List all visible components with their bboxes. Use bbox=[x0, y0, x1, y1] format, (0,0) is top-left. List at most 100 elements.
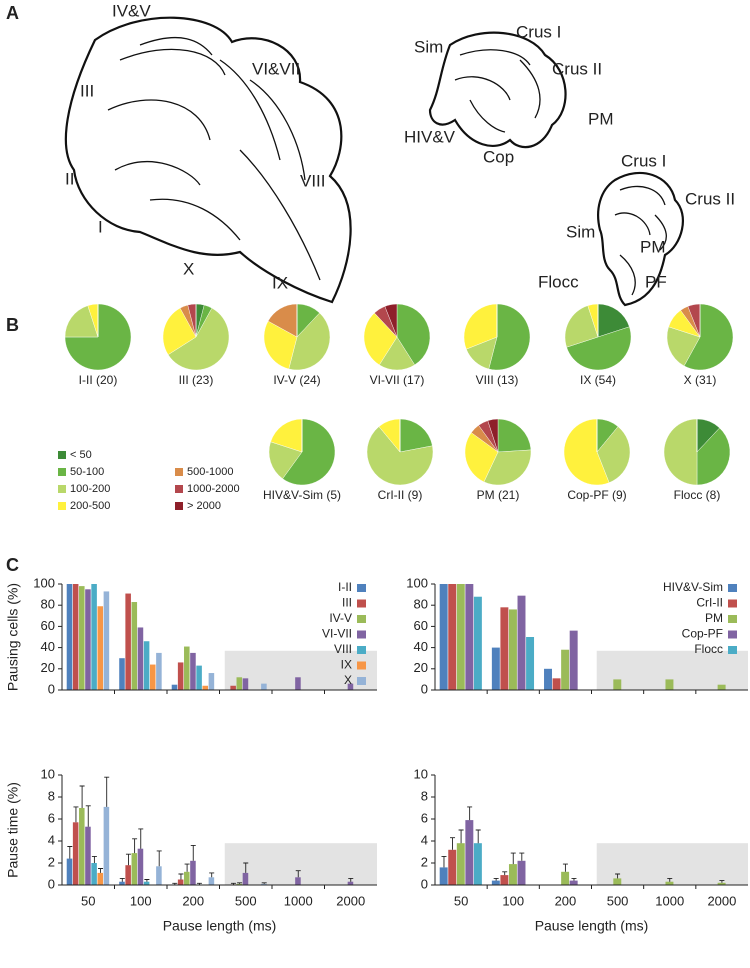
bar bbox=[184, 871, 190, 885]
bar bbox=[544, 668, 552, 690]
error-bar bbox=[510, 852, 516, 865]
legend-label: 100-200 bbox=[70, 483, 110, 495]
bar bbox=[125, 593, 131, 690]
legend-swatch bbox=[175, 468, 183, 476]
bar bbox=[156, 652, 162, 690]
pie-slice bbox=[399, 418, 433, 453]
legend-swatch bbox=[728, 584, 737, 592]
bar bbox=[491, 880, 500, 885]
region-label: Sim bbox=[566, 222, 595, 241]
pie-slice bbox=[483, 449, 532, 486]
bar bbox=[171, 684, 178, 690]
error-bar bbox=[243, 862, 249, 873]
legend-swatch bbox=[58, 485, 66, 493]
region-label: PF bbox=[645, 272, 667, 291]
bar bbox=[473, 843, 482, 885]
error-bar bbox=[502, 871, 508, 876]
region-label: IX bbox=[272, 273, 288, 292]
hemisphere-fold bbox=[614, 185, 667, 296]
error-bar bbox=[125, 853, 131, 866]
bar bbox=[295, 677, 301, 690]
y-tick-label: 2 bbox=[421, 854, 428, 869]
x-tick-label: 1000 bbox=[284, 893, 313, 908]
x-tick-label: 200 bbox=[555, 893, 577, 908]
bar bbox=[236, 883, 243, 885]
bar bbox=[156, 866, 162, 885]
hemisphere-fold bbox=[454, 49, 541, 133]
legend-label: X bbox=[344, 673, 352, 687]
bar bbox=[131, 602, 138, 690]
y-tick-label: 4 bbox=[421, 832, 428, 847]
bar bbox=[208, 673, 215, 690]
bar bbox=[456, 843, 465, 885]
region-label: HIV&V bbox=[404, 127, 456, 146]
x-tick-label: 100 bbox=[502, 893, 524, 908]
legend-label: PM bbox=[705, 611, 723, 625]
bar bbox=[569, 630, 578, 690]
pie-slice bbox=[596, 426, 631, 483]
bar bbox=[491, 647, 500, 690]
bar bbox=[72, 822, 79, 885]
pie-title: III (23) bbox=[179, 373, 214, 387]
error-bar bbox=[295, 870, 301, 878]
cerebellum-diagrams bbox=[64, 16, 684, 307]
legend-label: Cop-PF bbox=[682, 627, 723, 641]
y-tick-label: 60 bbox=[414, 618, 428, 633]
y-tick-label: 6 bbox=[421, 810, 428, 825]
bar bbox=[613, 878, 622, 885]
pie-title: VIII (13) bbox=[476, 373, 519, 387]
error-bar bbox=[667, 877, 673, 882]
region-label: III bbox=[80, 81, 94, 100]
bar bbox=[103, 591, 110, 690]
error-bar bbox=[156, 850, 162, 867]
y-tick-label: 4 bbox=[48, 832, 55, 847]
legend-label: 50-100 bbox=[70, 466, 104, 478]
bar bbox=[196, 665, 202, 690]
legend-label: IV-V bbox=[329, 611, 352, 625]
y-tick-label: 20 bbox=[414, 660, 428, 675]
region-label: Crus II bbox=[685, 189, 735, 208]
region-label: Sim bbox=[414, 37, 443, 56]
legend-swatch bbox=[175, 485, 183, 493]
bar bbox=[561, 649, 570, 690]
bar bbox=[242, 872, 249, 885]
bar bbox=[526, 637, 535, 690]
bar bbox=[190, 652, 196, 690]
region-label: IV&V bbox=[112, 1, 151, 20]
y-tick-label: 0 bbox=[421, 681, 428, 696]
bar bbox=[439, 867, 448, 885]
error-bar bbox=[132, 838, 138, 854]
legend-swatch bbox=[728, 599, 737, 608]
bar bbox=[439, 584, 448, 690]
y-axis-title: Pause time (%) bbox=[5, 782, 21, 878]
pie-title: VI-VII (17) bbox=[370, 373, 425, 387]
legend-label: < 50 bbox=[70, 449, 92, 461]
bar bbox=[717, 684, 726, 690]
error-bar bbox=[190, 844, 196, 861]
x-tick-label: 500 bbox=[607, 893, 629, 908]
y-tick-label: 40 bbox=[414, 639, 428, 654]
bar bbox=[72, 584, 79, 690]
x-tick-label: 100 bbox=[130, 893, 152, 908]
legend-label: 500-1000 bbox=[187, 466, 234, 478]
bar bbox=[665, 679, 674, 690]
error-bar bbox=[441, 855, 447, 868]
hemisphere-outline bbox=[597, 171, 684, 307]
region-label: Crus I bbox=[516, 22, 561, 41]
x-axis-title: Pause length (ms) bbox=[163, 918, 277, 934]
pie-slice bbox=[488, 303, 531, 371]
pie-slice bbox=[288, 312, 331, 371]
y-tick-label: 0 bbox=[421, 876, 428, 891]
panel-label: C bbox=[6, 555, 19, 575]
error-bar bbox=[348, 877, 354, 882]
pie-slice bbox=[597, 303, 630, 338]
error-bar bbox=[450, 837, 456, 850]
x-tick-label: 500 bbox=[235, 893, 257, 908]
bar bbox=[190, 860, 196, 885]
error-bar bbox=[458, 829, 464, 844]
pie-slice bbox=[683, 303, 734, 371]
bar bbox=[85, 826, 91, 885]
error-bar bbox=[230, 882, 236, 885]
error-bar bbox=[571, 877, 577, 881]
bar bbox=[230, 685, 236, 690]
